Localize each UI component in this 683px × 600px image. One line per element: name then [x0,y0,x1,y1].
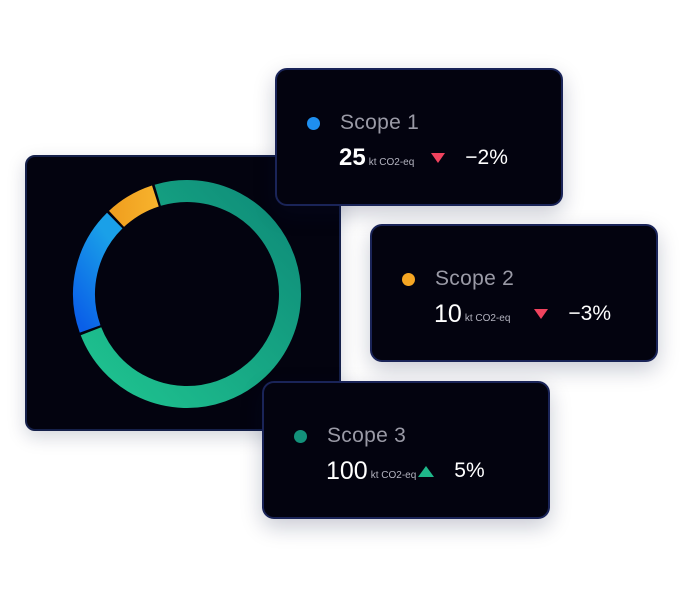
scope-1-metrics: 25 kt CO2-eq −2% [339,142,508,174]
triangle-down-icon [431,153,446,163]
scope-2-legend-dot [402,272,415,286]
scope-1-card: Scope 1 25 kt CO2-eq −2% [275,68,563,206]
scope-2-value: 10 [434,299,462,328]
scope-1-unit: kt CO2-eq [368,156,415,168]
scope-3-unit: kt CO2-eq [370,469,417,481]
scope-1-legend-dot [307,116,320,130]
scope-2-label: Scope 2 [435,267,515,290]
scope-1-header: Scope 1 [307,110,419,136]
scope-3-card: Scope 3 100 kt CO2-eq 5% [262,381,550,519]
scope-3-change: 5% [454,459,485,482]
triangle-up-icon [418,465,435,477]
scope-3-legend-dot [294,429,307,443]
scope-3-header: Scope 3 [294,423,406,449]
scope-1-value: 25 [339,144,366,171]
scope-1-change: −2% [465,146,508,169]
donut-chart [73,180,301,408]
donut-slice-scope-3 [80,180,301,408]
triangle-down-icon [534,309,549,319]
scope-2-unit: kt CO2-eq [464,312,511,324]
donut-slice-scope-1 [73,212,123,333]
scope-3-label: Scope 3 [327,424,407,447]
donut-slice-scope-2 [109,185,160,228]
scope-3-value: 100 [326,456,368,485]
scope-2-card: Scope 2 10 kt CO2-eq −3% [370,224,658,362]
scope-2-change: −3% [568,302,612,325]
scope-3-metrics: 100 kt CO2-eq 5% [326,455,485,487]
scope-2-header: Scope 2 [402,266,514,292]
scope-1-label: Scope 1 [340,111,420,134]
scope-2-metrics: 10 kt CO2-eq −3% [434,298,611,330]
